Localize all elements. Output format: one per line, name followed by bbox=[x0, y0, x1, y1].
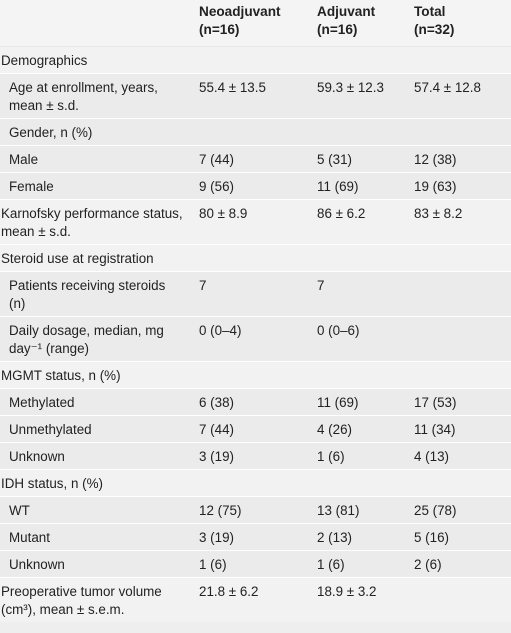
row-label: Methylated bbox=[9, 395, 75, 410]
column-count: (n=32) bbox=[414, 22, 455, 37]
table-row: Preoperative tumor volume (cm³), mean ± … bbox=[0, 578, 511, 622]
cell-adjuvant: 11 (69) bbox=[317, 395, 359, 410]
cell-total: 25 (78) bbox=[414, 503, 457, 518]
cell-total: 11 (34) bbox=[414, 422, 456, 437]
cell-neoadjuvant: 3 (19) bbox=[199, 449, 234, 464]
cell-total: 17 (53) bbox=[414, 395, 457, 410]
cell-adjuvant: 59.3 ± 12.3 bbox=[317, 80, 384, 95]
cell-neoadjuvant: 55.4 ± 13.5 bbox=[199, 80, 266, 95]
table-row: Unknown 3 (19) 1 (6) 4 (13) bbox=[0, 443, 511, 470]
row-label: Karnofsky performance status, mean ± s.d… bbox=[1, 206, 183, 239]
cell-adjuvant: 13 (81) bbox=[317, 503, 360, 518]
table-row: Unmethylated 7 (44) 4 (26) 11 (34) bbox=[0, 416, 511, 443]
column-header-total: Total (n=32) bbox=[414, 3, 454, 39]
row-label: Preoperative tumor volume (cm³), mean ± … bbox=[1, 584, 162, 617]
cell-neoadjuvant: 7 (44) bbox=[199, 152, 234, 167]
cell-adjuvant: 86 ± 6.2 bbox=[317, 206, 366, 221]
row-label: Female bbox=[9, 179, 54, 194]
cell-adjuvant: 2 (13) bbox=[317, 530, 352, 545]
cell-total: 57.4 ± 12.8 bbox=[414, 80, 481, 95]
cell-neoadjuvant: 80 ± 8.9 bbox=[199, 206, 248, 221]
cell-neoadjuvant: 21.8 ± 6.2 bbox=[199, 584, 259, 599]
column-count: (n=16) bbox=[199, 22, 240, 37]
cell-total: 2 (6) bbox=[414, 557, 442, 572]
cell-total: 12 (38) bbox=[414, 152, 457, 167]
row-label: Age at enrollment, years, mean ± s.d. bbox=[9, 80, 158, 113]
row-label: IDH status, n (%) bbox=[1, 476, 103, 491]
table-row: Demographics bbox=[0, 47, 511, 74]
row-label: Daily dosage, median, mg day⁻¹ (range) bbox=[9, 323, 164, 356]
row-label: Mutant bbox=[9, 530, 50, 545]
cell-adjuvant: 1 (6) bbox=[317, 557, 345, 572]
cell-neoadjuvant: 3 (19) bbox=[199, 530, 234, 545]
table-row: Male 7 (44) 5 (31) 12 (38) bbox=[0, 146, 511, 173]
row-label: Demographics bbox=[1, 53, 88, 68]
cell-total: 83 ± 8.2 bbox=[414, 206, 463, 221]
row-label: Unknown bbox=[9, 449, 65, 464]
column-count: (n=16) bbox=[317, 22, 358, 37]
column-name: Adjuvant bbox=[317, 4, 376, 19]
table-row: Gender, n (%) bbox=[0, 119, 511, 146]
cell-adjuvant: 4 (26) bbox=[317, 422, 352, 437]
column-name: Total bbox=[414, 4, 446, 19]
cell-adjuvant: 7 bbox=[317, 278, 325, 293]
cell-neoadjuvant: 0 (0–4) bbox=[199, 323, 242, 338]
table-row: Steroid use at registration bbox=[0, 245, 511, 272]
table-row: Methylated 6 (38) 11 (69) 17 (53) bbox=[0, 389, 511, 416]
table-row: Age at enrollment, years, mean ± s.d. 55… bbox=[0, 74, 511, 119]
cell-adjuvant: 18.9 ± 3.2 bbox=[317, 584, 377, 599]
table-row: Female 9 (56) 11 (69) 19 (63) bbox=[0, 173, 511, 200]
cell-adjuvant: 5 (31) bbox=[317, 152, 352, 167]
column-header-adjuvant: Adjuvant (n=16) bbox=[317, 3, 375, 39]
cell-adjuvant: 1 (6) bbox=[317, 449, 345, 464]
row-label: WT bbox=[9, 503, 30, 518]
column-name: Neoadjuvant bbox=[199, 4, 281, 19]
row-label: Unmethylated bbox=[9, 422, 92, 437]
table-row: Patients receiving steroids (n) 7 7 bbox=[0, 272, 511, 317]
cell-neoadjuvant: 7 bbox=[199, 278, 207, 293]
table-row: MGMT status, n (%) bbox=[0, 362, 511, 389]
cell-total: 5 (16) bbox=[414, 530, 449, 545]
row-label: Unknown bbox=[9, 557, 65, 572]
row-label: Patients receiving steroids (n) bbox=[9, 278, 166, 311]
row-label: Steroid use at registration bbox=[1, 251, 154, 266]
row-label: Gender, n (%) bbox=[9, 125, 93, 140]
row-label: MGMT status, n (%) bbox=[1, 368, 121, 383]
cell-neoadjuvant: 1 (6) bbox=[199, 557, 227, 572]
cell-adjuvant: 0 (0–6) bbox=[317, 323, 360, 338]
cell-neoadjuvant: 6 (38) bbox=[199, 395, 234, 410]
row-label: Male bbox=[9, 152, 39, 167]
cell-adjuvant: 11 (69) bbox=[317, 179, 359, 194]
cell-neoadjuvant: 7 (44) bbox=[199, 422, 234, 437]
table-header: Neoadjuvant (n=16) Adjuvant (n=16) Total… bbox=[0, 0, 511, 47]
table-row: Daily dosage, median, mg day⁻¹ (range) 0… bbox=[0, 317, 511, 362]
column-header-neoadjuvant: Neoadjuvant (n=16) bbox=[199, 3, 281, 39]
table-row: IDH status, n (%) bbox=[0, 470, 511, 497]
cell-total: 4 (13) bbox=[414, 449, 449, 464]
cell-neoadjuvant: 9 (56) bbox=[199, 179, 234, 194]
table-row: Mutant 3 (19) 2 (13) 5 (16) bbox=[0, 524, 511, 551]
cell-total: 19 (63) bbox=[414, 179, 457, 194]
table-row: WT 12 (75) 13 (81) 25 (78) bbox=[0, 497, 511, 524]
table-row: Unknown 1 (6) 1 (6) 2 (6) bbox=[0, 551, 511, 578]
table-row: Karnofsky performance status, mean ± s.d… bbox=[0, 200, 511, 245]
cell-neoadjuvant: 12 (75) bbox=[199, 503, 242, 518]
